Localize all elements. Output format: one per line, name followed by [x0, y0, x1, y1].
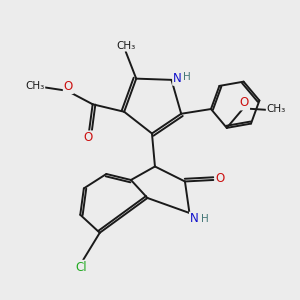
Text: O: O	[64, 80, 73, 93]
Text: O: O	[240, 97, 249, 110]
Text: O: O	[215, 172, 225, 185]
Text: N: N	[190, 212, 199, 226]
Text: CH₃: CH₃	[267, 104, 286, 114]
Text: O: O	[83, 131, 92, 144]
Text: N: N	[173, 72, 182, 85]
Text: CH₃: CH₃	[116, 40, 135, 51]
Text: Cl: Cl	[75, 261, 87, 274]
Text: CH₃: CH₃	[25, 81, 44, 91]
Text: H: H	[184, 72, 191, 82]
Text: H: H	[201, 214, 208, 224]
